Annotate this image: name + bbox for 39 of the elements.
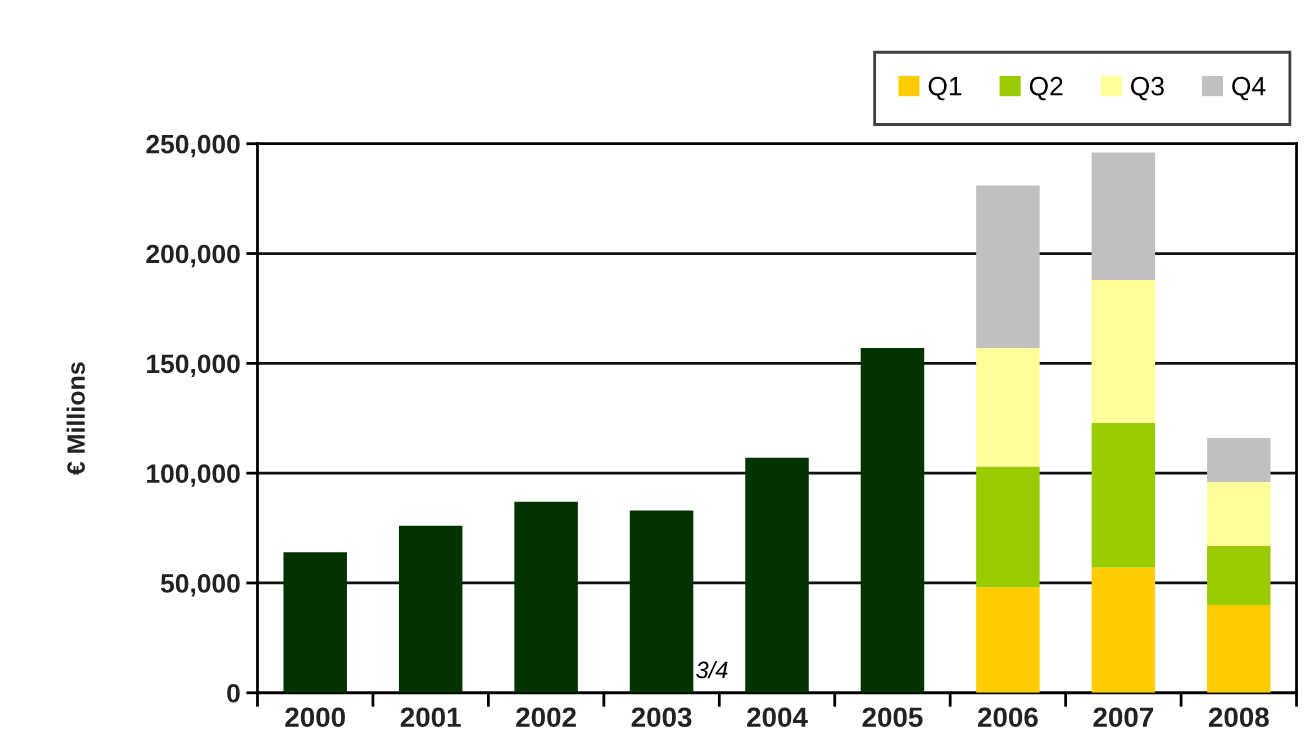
y-tick-label: 100,000 [147,464,240,487]
x-tick-label: 2003 [631,707,692,728]
x-tick-label: 2005 [862,707,923,728]
x-tick-label: 2004 [747,707,808,728]
bar [860,347,925,693]
legend-label: Q1 [928,76,962,101]
bar [1091,422,1156,568]
x-tick-label: 2002 [516,707,576,728]
bar [1207,545,1271,605]
bar [976,466,1040,588]
bar [976,587,1040,693]
bar [1091,279,1156,423]
bar [514,501,578,693]
bar [1091,567,1156,693]
bar [283,552,347,693]
bar [629,510,694,693]
x-tick-label: 2008 [1208,707,1269,728]
x-tick-label: 2001 [400,707,461,728]
y-tick-label: 200,000 [146,244,240,268]
y-tick-label: 150,000 [147,354,240,377]
bar [1207,481,1271,546]
legend-label: Q2 [1029,76,1063,101]
bar [398,525,463,693]
legend-label: Q4 [1232,76,1266,101]
legend-label: Q3 [1131,76,1164,101]
x-tick-label: 2007 [1093,707,1154,728]
y-tick-label: 250,000 [146,134,240,158]
y-axis-title: € Millions [66,362,85,476]
x-tick-label: 2000 [285,707,345,728]
y-tick-label: 50,000 [160,574,240,597]
bar [745,457,809,693]
bar [976,347,1040,467]
bar [1091,152,1156,280]
bar [976,185,1040,348]
bar [1207,604,1271,693]
y-tick-label: 0 [227,683,240,703]
x-tick-label: 2006 [977,707,1038,728]
bar [1207,438,1271,482]
annotation: 3/4 [696,660,728,679]
